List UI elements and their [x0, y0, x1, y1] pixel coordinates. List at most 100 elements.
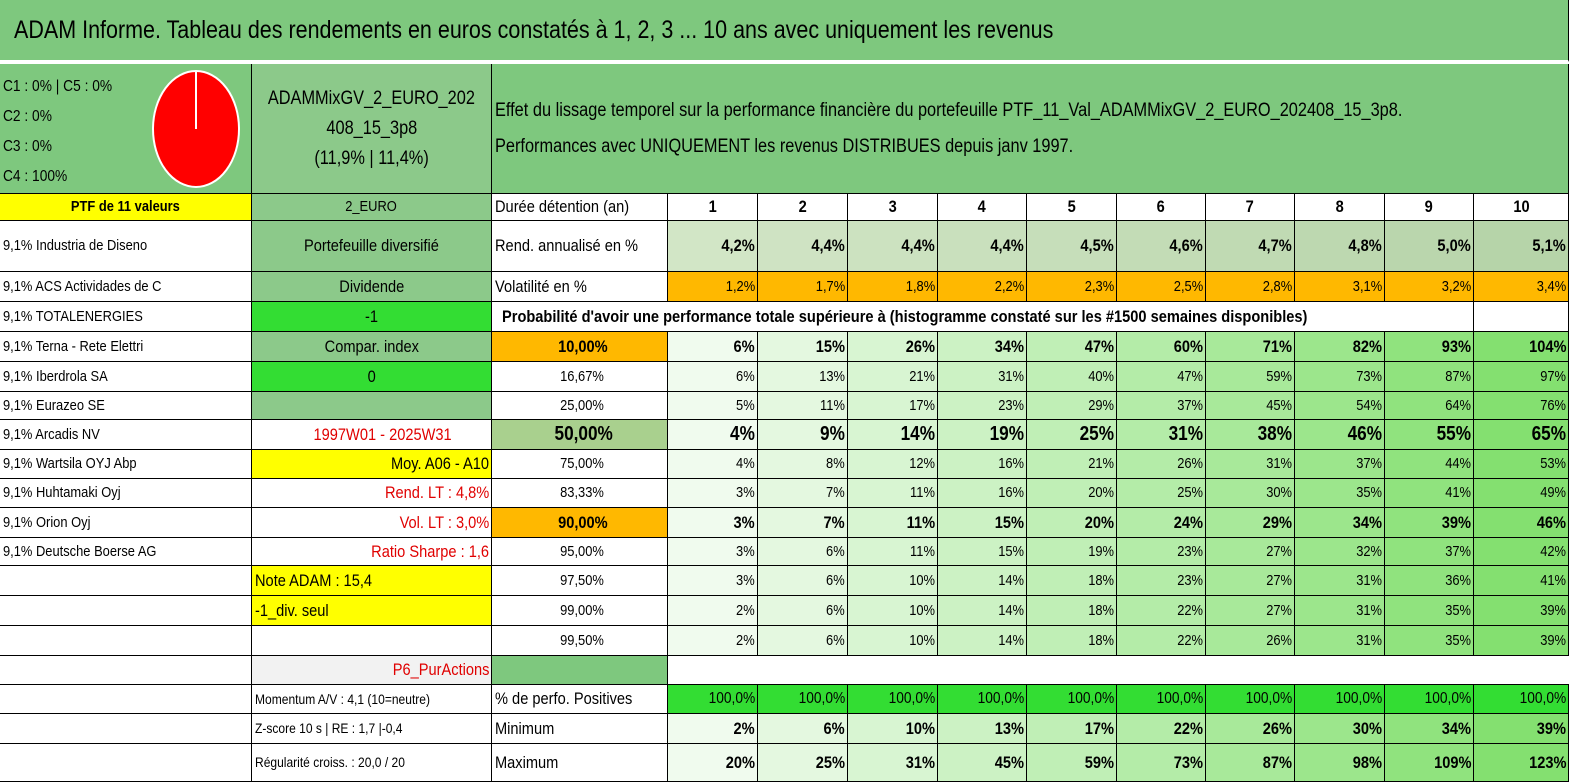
vol-value-9-text: 3,2% — [1441, 277, 1471, 295]
min-value-8: 30% — [1295, 714, 1385, 744]
holding-item-6-text: 9,1% Eurazeo SE — [3, 396, 105, 414]
prob-value-r3-c5: 29% — [1027, 392, 1117, 420]
pos-label: % de perfo. Positives — [492, 685, 668, 714]
prob-value-r6-c7-text: 30% — [1266, 484, 1292, 502]
year-header-3-text: 3 — [888, 197, 897, 217]
prob-value-r7-c5-text: 20% — [1084, 512, 1114, 532]
prob-value-r10-c5: 18% — [1027, 596, 1117, 626]
holding-empty-14 — [0, 626, 252, 656]
holding-item-6: 9,1% Eurazeo SE — [0, 392, 252, 420]
info-note-text: Note ADAM : 15,4 — [255, 570, 373, 590]
prob-value-r4-c4: 19% — [938, 420, 1027, 450]
vol-label: Volatilité en % — [492, 272, 668, 302]
prob-value-r9-c1-text: 3% — [736, 571, 755, 589]
pos-value-4-text: 100,0% — [977, 689, 1024, 707]
rend-value-1-text: 4,2% — [721, 236, 755, 256]
prob-value-r4-c8: 46% — [1295, 420, 1385, 450]
prob-value-r11-c6: 22% — [1117, 626, 1206, 656]
info-style: Dividende — [252, 272, 492, 302]
max-value-3: 31% — [848, 744, 938, 782]
prob-value-r6-c1-text: 3% — [736, 484, 755, 502]
prob-value-r8-c8: 32% — [1295, 538, 1385, 566]
year-header-10: 10 — [1474, 194, 1569, 221]
holdings-header-text: PTF de 11 valeurs — [70, 198, 180, 216]
min-value-9: 34% — [1385, 714, 1474, 744]
min-value-2-text: 6% — [823, 718, 845, 738]
prob-threshold-11: 99,50% — [492, 626, 668, 656]
prob-value-r11-c5: 18% — [1027, 626, 1117, 656]
year-header-8-text: 8 — [1335, 197, 1344, 217]
prob-threshold-10-text: 99,00% — [560, 601, 604, 619]
year-header-9: 9 — [1385, 194, 1474, 221]
max-value-2-text: 25% — [815, 752, 845, 772]
holding-item-10: 9,1% Orion Oyj — [0, 508, 252, 538]
prob-value-r9-c6-text: 23% — [1177, 571, 1203, 589]
prob-value-r2-c4: 31% — [938, 362, 1027, 392]
rend-value-5-text: 4,5% — [1080, 236, 1114, 256]
prob-value-r6-c9: 41% — [1385, 479, 1474, 508]
holding-item-9-text: 9,1% Huhtamaki Oyj — [3, 484, 121, 502]
info-div-seul-text: -1_div. seul — [255, 600, 329, 620]
prob-value-r8-c1: 3% — [668, 538, 758, 566]
prob-value-r6-c3-text: 11% — [910, 484, 935, 502]
prob-value-r10-c1: 2% — [668, 596, 758, 626]
holding-empty-16 — [0, 685, 252, 714]
prob-value-r11-c10: 39% — [1474, 626, 1569, 656]
prob-value-r7-c9: 39% — [1385, 508, 1474, 538]
prob-value-r11-c9: 35% — [1385, 626, 1474, 656]
year-header-7: 7 — [1206, 194, 1295, 221]
rend-value-9-text: 5,0% — [1437, 236, 1471, 256]
year-header-2-text: 2 — [798, 197, 807, 217]
prob-value-r5-c7: 31% — [1206, 450, 1295, 479]
max-value-6-text: 73% — [1173, 752, 1203, 772]
max-value-3-text: 31% — [905, 752, 935, 772]
prob-value-r6-c8-text: 35% — [1356, 484, 1382, 502]
max-value-1-text: 20% — [725, 752, 755, 772]
prob-value-r6-c2: 7% — [758, 479, 848, 508]
pos-value-3: 100,0% — [848, 685, 938, 714]
prob-value-r3-c5-text: 29% — [1088, 396, 1114, 414]
prob-value-r7-c4: 15% — [938, 508, 1027, 538]
prob-threshold-2: 16,67% — [492, 362, 668, 392]
rend-value-7: 4,7% — [1206, 221, 1295, 272]
max-value-10-text: 123% — [1528, 752, 1566, 772]
info-compar-text: Compar. index — [324, 336, 419, 356]
prob-value-r6-c10: 49% — [1474, 479, 1569, 508]
prob-threshold-1-text: 10,00% — [557, 336, 608, 356]
prob-value-r10-c9-text: 35% — [1445, 601, 1471, 619]
holding-item-7: 9,1% Arcadis NV — [0, 420, 252, 450]
prob-value-r7-c3-text: 11% — [906, 512, 935, 532]
portfolio-name-line-2: 408_15_3p8 — [326, 117, 417, 139]
pos-value-9-text: 100,0% — [1424, 689, 1471, 707]
info-regularite-text: Régularité croiss. : 20,0 / 20 — [255, 754, 405, 771]
prob-value-r3-c7-text: 45% — [1266, 396, 1292, 414]
max-value-7-text: 87% — [1262, 752, 1292, 772]
prob-value-r10-c8: 31% — [1295, 596, 1385, 626]
max-value-4: 45% — [938, 744, 1027, 782]
year-header-10-text: 10 — [1512, 197, 1530, 217]
info-vol-lt: Vol. LT : 3,0% — [252, 508, 492, 538]
prob-threshold-11-text: 99,50% — [560, 631, 604, 649]
report-title-text: ADAM Informe. Tableau des rendements en … — [14, 15, 1054, 44]
prob-value-r2-c1-text: 6% — [736, 367, 755, 385]
rend-value-6: 4,6% — [1117, 221, 1206, 272]
prob-value-r2-c5-text: 40% — [1088, 367, 1114, 385]
prob-value-r5-c4-text: 16% — [998, 455, 1024, 473]
prob-value-r4-c2: 9% — [758, 420, 848, 450]
prob-value-r1-c5-text: 47% — [1084, 336, 1114, 356]
prob-value-r11-c7: 26% — [1206, 626, 1295, 656]
info-zscore: Z-score 10 s | RE : 1,7 |-0,4 — [252, 714, 492, 744]
prob-value-r1-c2-text: 15% — [815, 336, 845, 356]
prob-value-r10-c6: 22% — [1117, 596, 1206, 626]
prob-value-r4-c3-text: 14% — [900, 423, 935, 445]
pos-value-2-text: 100,0% — [798, 689, 845, 707]
prob-value-r2-c2: 13% — [758, 362, 848, 392]
rend-value-10: 5,1% — [1474, 221, 1569, 272]
prob-value-r5-c9: 44% — [1385, 450, 1474, 479]
rend-value-5: 4,5% — [1027, 221, 1117, 272]
prob-value-r8-c3-text: 11% — [910, 542, 935, 560]
prob-value-r4-c9: 55% — [1385, 420, 1474, 450]
portfolio-name-line-3: (11,9% | 11,4%) — [314, 147, 429, 169]
vol-value-2: 1,7% — [758, 272, 848, 302]
